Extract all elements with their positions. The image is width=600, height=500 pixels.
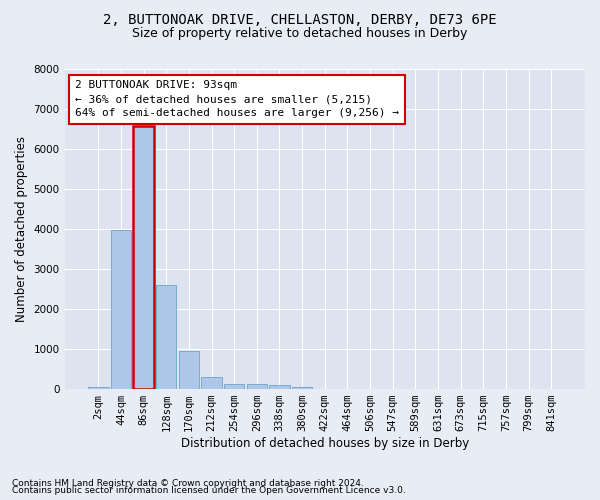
Bar [88, 387, 109, 389]
Bar [202, 377, 222, 389]
Bar [292, 386, 313, 389]
Bar [247, 384, 267, 389]
Text: Size of property relative to detached houses in Derby: Size of property relative to detached ho… [133, 28, 467, 40]
Y-axis label: Number of detached properties: Number of detached properties [15, 136, 28, 322]
Text: 2 BUTTONOAK DRIVE: 93sqm
← 36% of detached houses are smaller (5,215)
64% of sem: 2 BUTTONOAK DRIVE: 93sqm ← 36% of detach… [75, 80, 399, 118]
Bar [156, 285, 176, 389]
Text: 2, BUTTONOAK DRIVE, CHELLASTON, DERBY, DE73 6PE: 2, BUTTONOAK DRIVE, CHELLASTON, DERBY, D… [103, 12, 497, 26]
Bar [179, 350, 199, 389]
Bar [224, 384, 244, 389]
Bar [111, 230, 131, 389]
Text: Contains HM Land Registry data © Crown copyright and database right 2024.: Contains HM Land Registry data © Crown c… [12, 478, 364, 488]
Bar [133, 126, 154, 389]
Text: Contains public sector information licensed under the Open Government Licence v3: Contains public sector information licen… [12, 486, 406, 495]
Bar [269, 385, 290, 389]
X-axis label: Distribution of detached houses by size in Derby: Distribution of detached houses by size … [181, 437, 469, 450]
